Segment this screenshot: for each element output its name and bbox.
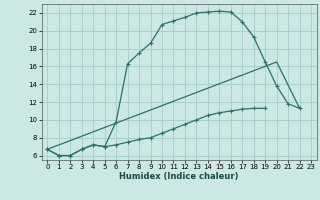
- X-axis label: Humidex (Indice chaleur): Humidex (Indice chaleur): [119, 172, 239, 181]
